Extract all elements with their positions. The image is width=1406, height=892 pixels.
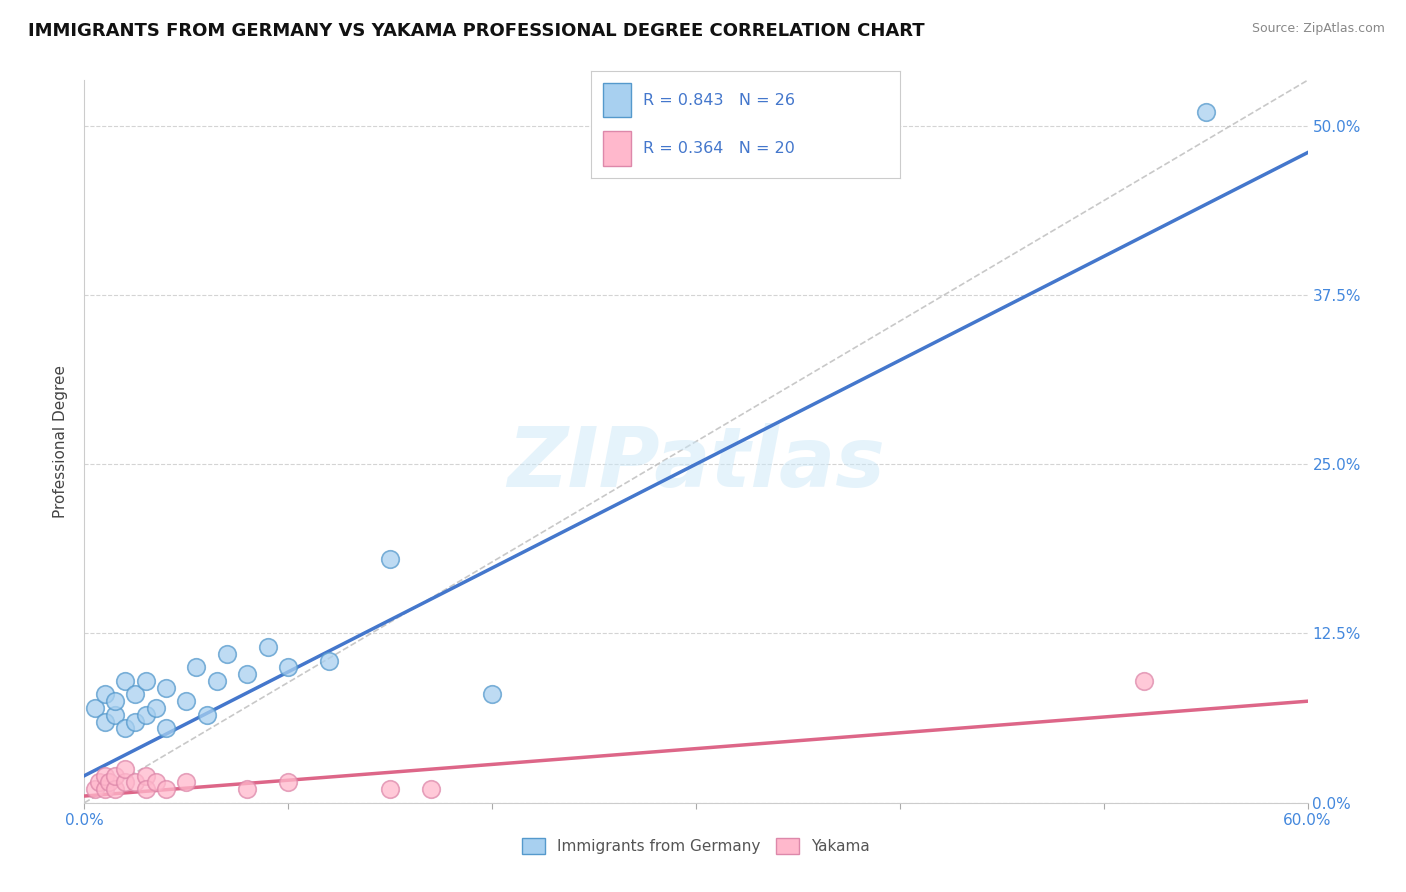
Text: IMMIGRANTS FROM GERMANY VS YAKAMA PROFESSIONAL DEGREE CORRELATION CHART: IMMIGRANTS FROM GERMANY VS YAKAMA PROFES…: [28, 22, 925, 40]
Text: Source: ZipAtlas.com: Source: ZipAtlas.com: [1251, 22, 1385, 36]
Point: [186, 660, 208, 674]
Point: [277, 775, 299, 789]
Point: [93, 782, 115, 797]
Point: [205, 673, 228, 688]
Point: [236, 667, 259, 681]
Point: [217, 647, 239, 661]
Point: [195, 707, 218, 722]
Point: [135, 782, 157, 797]
Point: [155, 681, 177, 695]
Point: [97, 775, 120, 789]
Point: [93, 769, 115, 783]
Point: [481, 688, 503, 702]
Point: [124, 775, 146, 789]
Text: ZIPatlas: ZIPatlas: [508, 423, 884, 504]
Point: [135, 707, 157, 722]
Point: [104, 707, 127, 722]
Point: [104, 694, 127, 708]
Point: [277, 660, 299, 674]
Bar: [603, 131, 631, 166]
Y-axis label: Professional Degree: Professional Degree: [53, 365, 69, 518]
Point: [124, 714, 146, 729]
Point: [104, 769, 127, 783]
Point: [1133, 673, 1156, 688]
Point: [114, 673, 136, 688]
Point: [135, 673, 157, 688]
Point: [93, 688, 115, 702]
Point: [124, 688, 146, 702]
Point: [114, 721, 136, 735]
Point: [135, 769, 157, 783]
Point: [83, 701, 105, 715]
Point: [318, 654, 340, 668]
Point: [236, 782, 259, 797]
Text: R = 0.843   N = 26: R = 0.843 N = 26: [643, 93, 796, 108]
Point: [114, 775, 136, 789]
Text: R = 0.364   N = 20: R = 0.364 N = 20: [643, 141, 794, 156]
Point: [93, 714, 115, 729]
Point: [174, 694, 197, 708]
Point: [145, 701, 167, 715]
Point: [155, 782, 177, 797]
Point: [155, 721, 177, 735]
Point: [174, 775, 197, 789]
Point: [114, 762, 136, 776]
Point: [380, 552, 402, 566]
Point: [257, 640, 280, 654]
Point: [83, 782, 105, 797]
Legend: Immigrants from Germany, Yakama: Immigrants from Germany, Yakama: [516, 832, 876, 860]
Point: [1195, 105, 1218, 120]
Point: [420, 782, 443, 797]
Point: [380, 782, 402, 797]
Point: [87, 775, 110, 789]
Point: [145, 775, 167, 789]
Point: [104, 782, 127, 797]
Bar: [603, 83, 631, 118]
